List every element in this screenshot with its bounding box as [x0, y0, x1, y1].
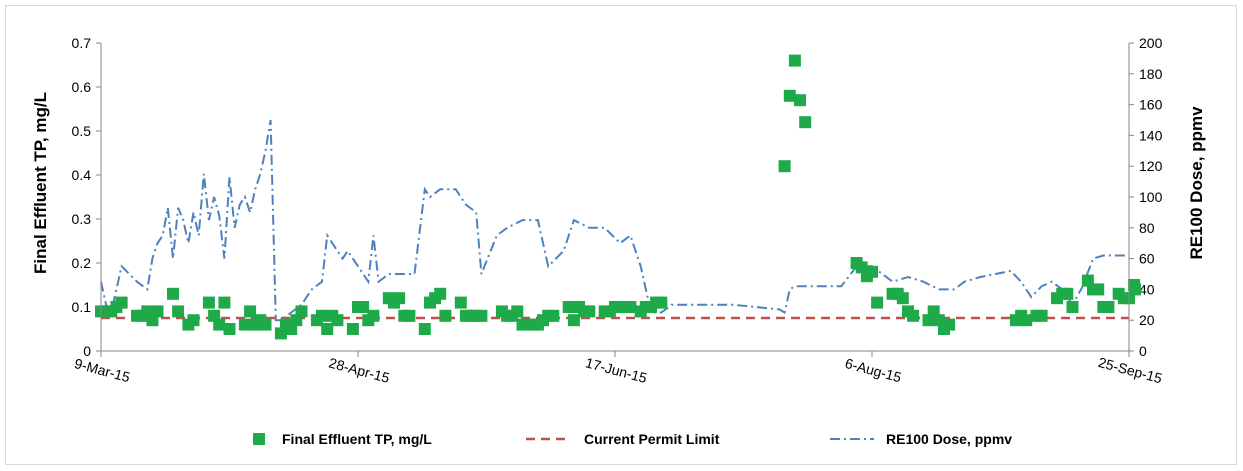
tp-data-point [167, 287, 179, 300]
tp-data-point [202, 296, 215, 309]
tp-data-point [567, 314, 580, 327]
tp-data-point [1020, 314, 1033, 327]
tp-data-point [259, 318, 272, 331]
tp-data-point [871, 296, 884, 309]
x-tick-label: 25-Sep-15 [1097, 354, 1164, 386]
tp-data-point [295, 305, 308, 318]
tp-data-point [331, 314, 344, 327]
tp-data-point [367, 309, 380, 322]
tp-data-point [1066, 301, 1079, 313]
tp-data-point [321, 323, 334, 335]
tp-data-point [1102, 301, 1115, 313]
left-axis-ticks: 0 0.1 0.2 0.3 0.4 0.5 0.6 0.7 [72, 35, 101, 359]
right-axis-title: RE100 Dose, ppmv [1187, 106, 1206, 260]
right-tick-label: 120 [1139, 158, 1163, 174]
tp-data-point [434, 287, 447, 300]
tp-data-point [943, 318, 956, 331]
x-tick-label: 6-Aug-15 [843, 355, 903, 385]
left-tick-label: 0.7 [72, 35, 92, 51]
tp-data-point [562, 301, 575, 313]
tp-data-point [357, 301, 370, 313]
legend-label-tp: Final Effluent TP, mg/L [282, 431, 432, 447]
tp-data-point [1061, 287, 1074, 300]
tp-data-point [778, 160, 791, 173]
legend-marker-tp [253, 433, 265, 445]
tp-data-point [218, 296, 231, 309]
tp-data-point [115, 296, 128, 309]
right-tick-label: 140 [1139, 127, 1163, 143]
tp-data-point [393, 292, 406, 305]
tp-data-point [172, 305, 185, 318]
tp-data-point [238, 318, 251, 331]
tp-data-point [907, 309, 920, 322]
tp-data-point [403, 309, 416, 322]
tp-data-point [624, 301, 637, 313]
x-axis-ticks: 9-Mar-15 28-Apr-15 17-Jun-15 6-Aug-15 25-Sep… [73, 351, 1164, 386]
right-tick-label: 160 [1139, 97, 1163, 113]
tp-data-point [1035, 309, 1048, 322]
tp-data-point [783, 89, 796, 102]
tp-data-point [511, 305, 524, 318]
chart-frame: 0 0.1 0.2 0.3 0.4 0.5 0.6 0.7 0 20 40 60 80 100 120 14… [5, 5, 1237, 465]
right-tick-label: 60 [1139, 251, 1155, 267]
tp-data-point [516, 318, 529, 331]
left-tick-label: 0.6 [72, 79, 92, 95]
tp-data-point [244, 305, 257, 318]
tp-data-point [788, 54, 801, 67]
right-tick-label: 20 [1139, 312, 1155, 328]
tp-data-point [439, 309, 452, 322]
tp-data-point [655, 296, 668, 309]
tp-data-point [213, 318, 226, 331]
tp-data-point [187, 314, 200, 327]
right-tick-label: 80 [1139, 220, 1155, 236]
right-tick-label: 200 [1139, 35, 1163, 51]
tp-data-point [151, 305, 164, 318]
legend-label-dose: RE100 Dose, ppmv [886, 431, 1012, 447]
tp-data-point [866, 265, 878, 278]
tp-data-point [794, 94, 806, 107]
right-tick-label: 100 [1139, 189, 1163, 205]
tp-data-point [346, 323, 359, 335]
tp-data-point [583, 305, 596, 318]
left-tick-label: 0.3 [72, 211, 92, 227]
left-tick-label: 0.1 [72, 299, 92, 315]
series-layer [95, 54, 1141, 340]
x-tick-label: 28-Apr-15 [327, 354, 391, 386]
right-axis-ticks: 0 20 40 60 80 100 120 140 160 180 200 [1129, 35, 1163, 359]
left-tick-label: 0.5 [72, 123, 92, 139]
tp-data-point [896, 292, 909, 305]
right-tick-label: 0 [1139, 343, 1147, 359]
tp-data-point [1129, 283, 1141, 296]
left-tick-label: 0.4 [72, 167, 92, 183]
tp-data-point [547, 309, 560, 322]
x-tick-label: 17-Jun-15 [584, 354, 649, 386]
right-tick-label: 180 [1139, 66, 1163, 82]
tp-data-point [223, 323, 236, 335]
left-tick-label: 0 [83, 343, 91, 359]
tp-data-point [316, 309, 328, 322]
legend-label-permit: Current Permit Limit [584, 431, 720, 447]
tp-data-point [475, 309, 488, 322]
tp-data-point [418, 323, 431, 335]
legend: Final Effluent TP, mg/L Current Permit L… [253, 431, 1012, 447]
right-tick-label: 40 [1139, 281, 1155, 297]
re100-dose-line [100, 119, 1129, 322]
x-tick-label: 9-Mar-15 [73, 355, 132, 385]
tp-data-point [1092, 283, 1105, 296]
chart: 0 0.1 0.2 0.3 0.4 0.5 0.6 0.7 0 20 40 60 80 100 120 14… [31, 35, 1206, 447]
left-tick-label: 0.2 [72, 255, 92, 271]
tp-data-point [454, 296, 467, 309]
tp-data-point [799, 116, 812, 129]
left-axis-title: Final Effluent TP, mg/L [31, 92, 50, 274]
